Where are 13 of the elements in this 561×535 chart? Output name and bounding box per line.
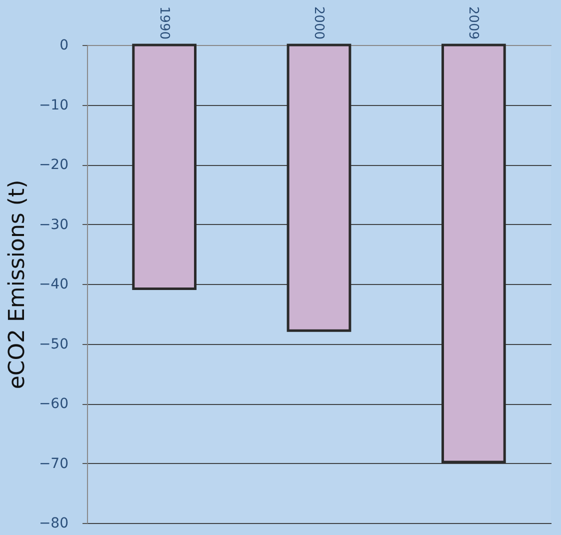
y-tick-label: −50 (38, 336, 68, 352)
y-tick-label: −10 (38, 97, 68, 114)
y-axis-title: eCO2 Emissions (t) (4, 180, 30, 390)
y-tick-label: −40 (38, 276, 68, 292)
y-tick-label: −80 (38, 516, 68, 532)
y-tick-label: −70 (38, 456, 68, 472)
x-tick-label: 2009 (466, 6, 481, 40)
x-tick-label: 1990 (156, 6, 172, 40)
y-tick-label: −20 (38, 157, 68, 173)
y-tick-label: −30 (38, 216, 68, 233)
y-tick-label: −60 (38, 396, 68, 412)
y-tick-label: 0 (60, 38, 68, 54)
x-tick-label: 2000 (311, 6, 326, 40)
